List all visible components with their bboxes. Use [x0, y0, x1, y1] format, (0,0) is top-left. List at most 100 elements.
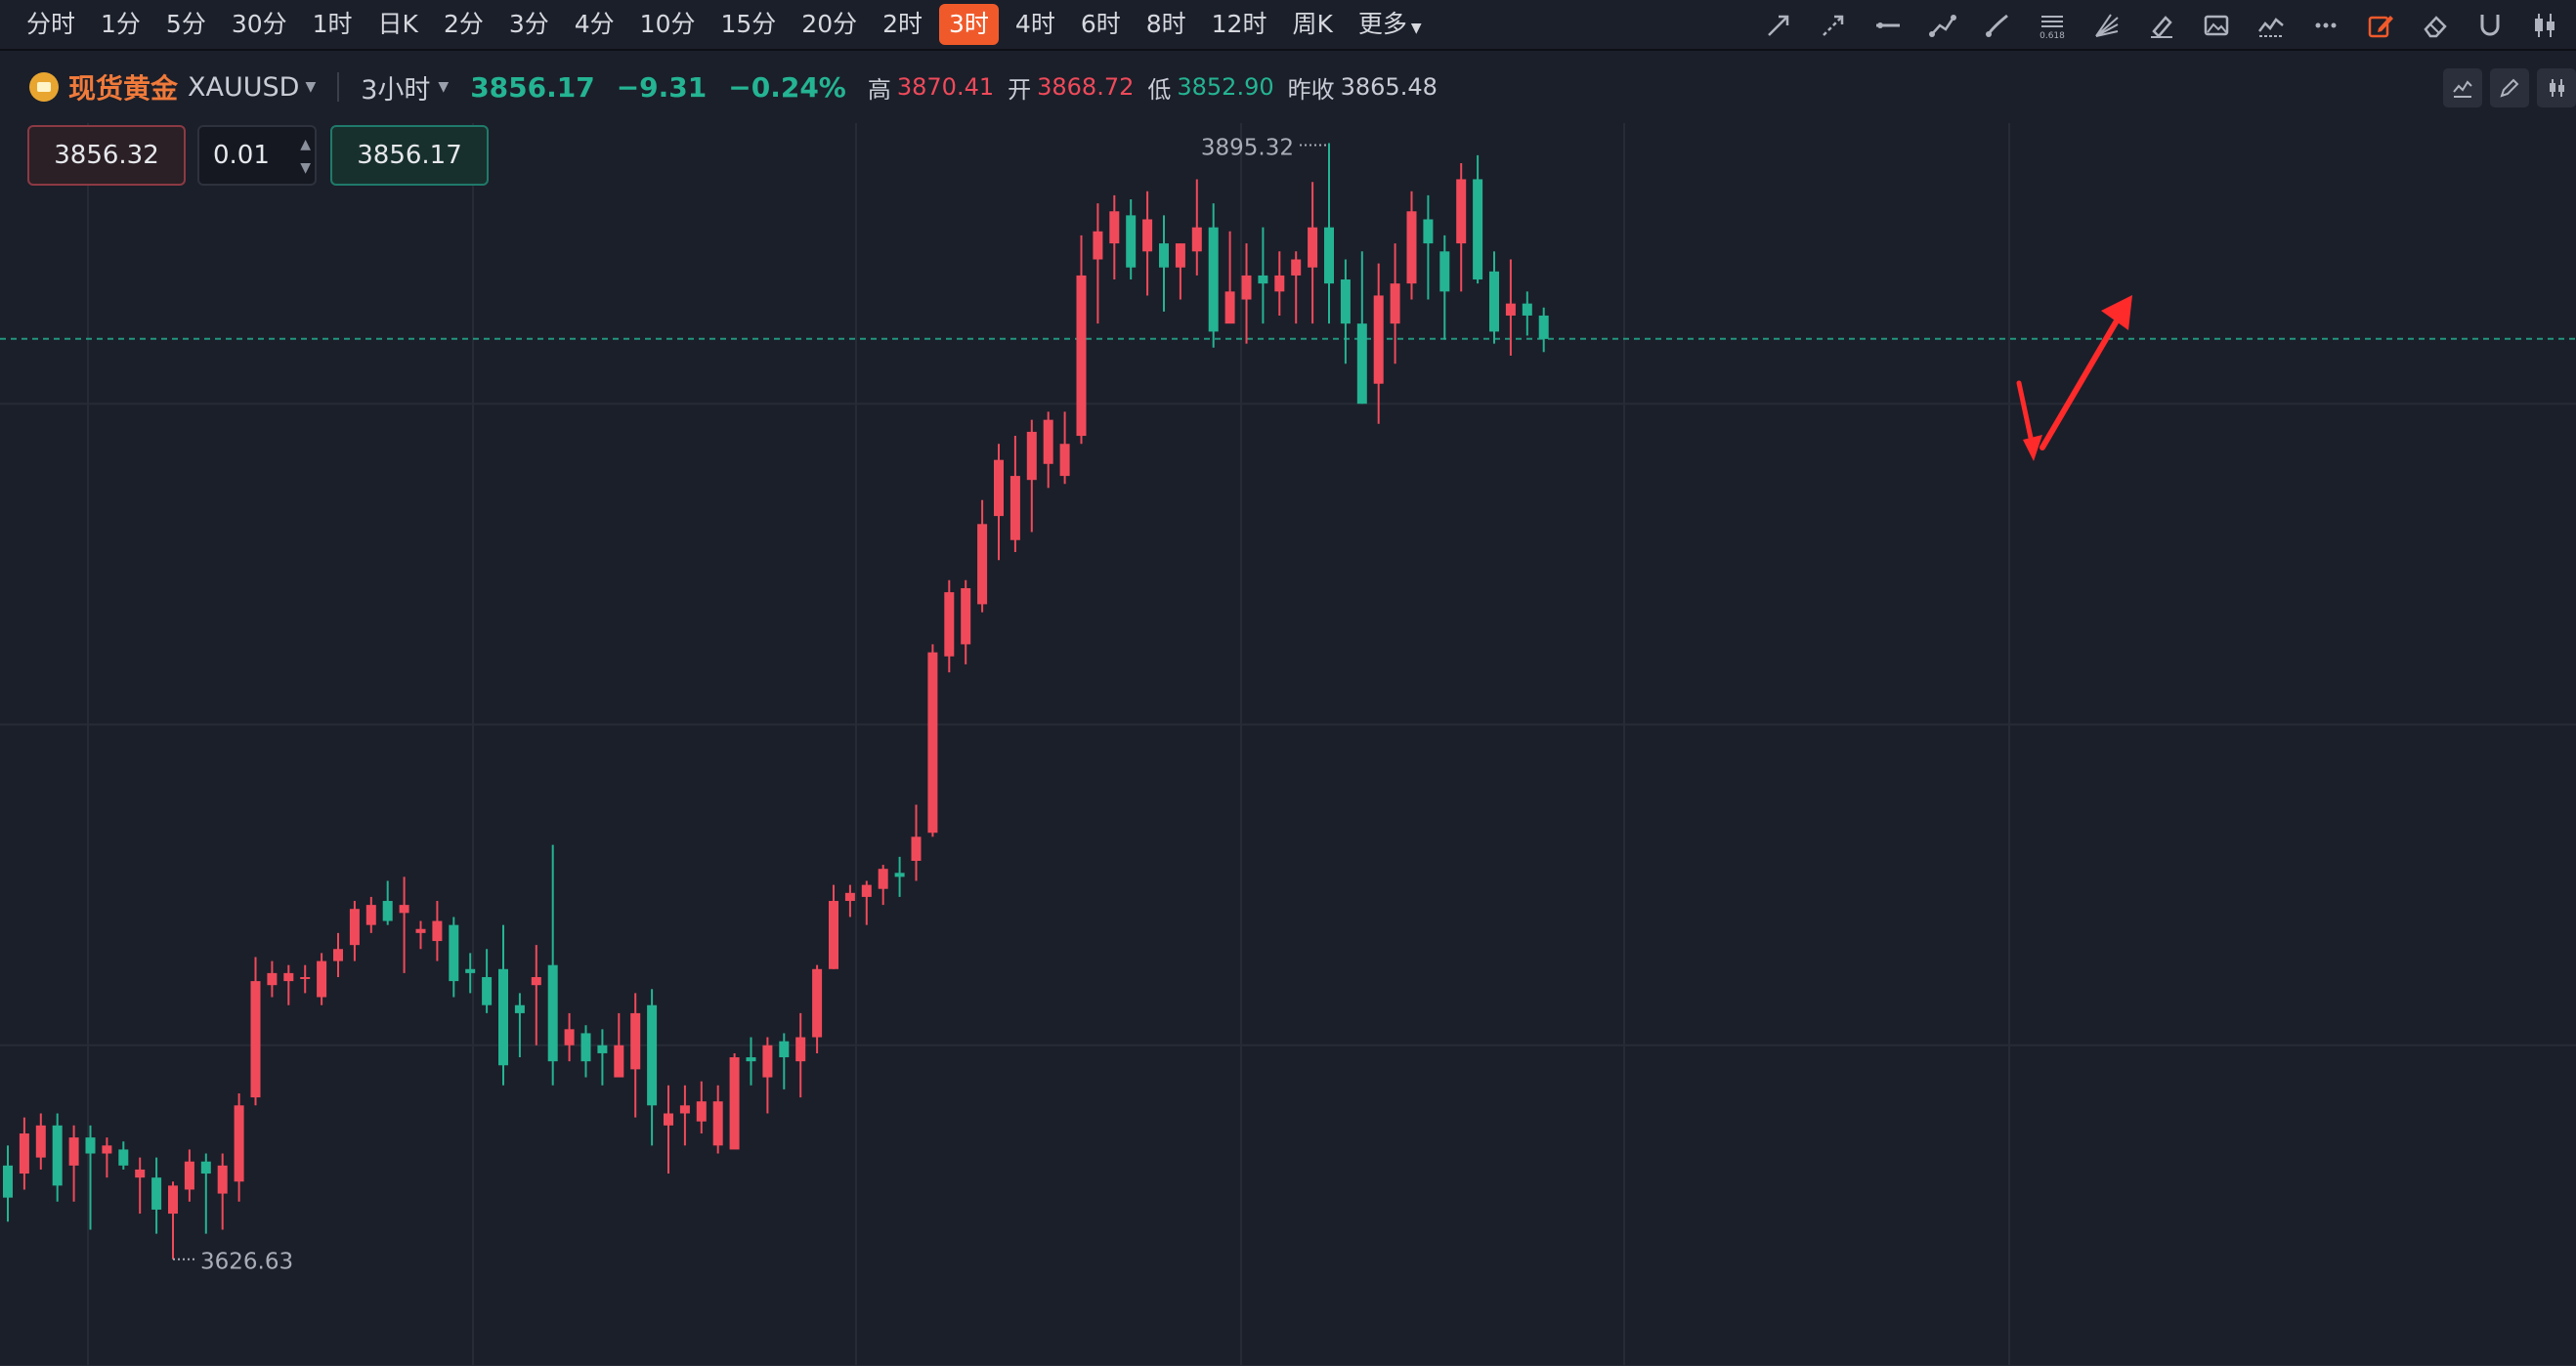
candle-body [961, 587, 971, 645]
candle [762, 1037, 773, 1114]
candle [994, 444, 1004, 561]
up-arrow-head [2101, 295, 2132, 330]
chevron-down-icon[interactable]: ▼ [300, 160, 311, 176]
candle-style-button[interactable] [2537, 68, 2576, 107]
interval-tab[interactable]: 3分 [496, 4, 562, 45]
fan-tool[interactable] [2080, 0, 2134, 51]
candle [1191, 179, 1202, 276]
pencil-icon [2500, 78, 2519, 98]
image-tool[interactable] [2189, 0, 2244, 51]
interval-tab[interactable]: 30分 [219, 4, 300, 45]
candle [1340, 259, 1351, 364]
edit-icon [2368, 16, 2393, 38]
candle-body [1390, 283, 1400, 324]
fibonacci-tool[interactable]: 0.618 [2025, 0, 2080, 51]
brush-tool[interactable] [1970, 0, 2025, 51]
wave-icon [2258, 18, 2284, 37]
interval-tab[interactable]: 3时 [939, 4, 999, 45]
interval-tab[interactable]: 12时 [1199, 4, 1280, 45]
candle [944, 579, 955, 673]
interval-tab[interactable]: 4分 [562, 4, 627, 45]
indicator-button[interactable] [2443, 68, 2482, 107]
magnet-icon [2480, 15, 2500, 36]
chart-grid [0, 123, 2576, 1366]
interval-tab[interactable]: 20分 [789, 4, 870, 45]
candle [382, 880, 393, 925]
candle [1076, 235, 1087, 445]
wave-tool[interactable] [2244, 0, 2298, 51]
interval-label: 4时 [1014, 10, 1055, 38]
buy-price-button[interactable]: 3856.17 [330, 125, 489, 186]
candle [118, 1141, 129, 1170]
interval-tab[interactable]: 2时 [870, 4, 935, 45]
symbol-code[interactable]: XAUUSD [188, 71, 300, 103]
edit-tool[interactable] [2353, 0, 2408, 51]
interval-tab[interactable]: 5分 [153, 4, 219, 45]
candle-type-icon [2535, 14, 2555, 37]
candle-body [415, 928, 426, 933]
highlighter-tool[interactable] [2134, 0, 2189, 51]
candle [19, 1117, 29, 1190]
eraser-tool[interactable] [2408, 0, 2463, 51]
interval-tab[interactable]: 1时 [300, 4, 365, 45]
symbol-dropdown-icon[interactable]: ▼ [305, 79, 317, 95]
stepper-arrows[interactable]: ▲ ▼ [300, 133, 311, 180]
interval-tab[interactable]: 8时 [1134, 4, 1199, 45]
symbol-name[interactable]: 现货黄金 [68, 72, 179, 105]
arrow-line-tool[interactable] [1751, 0, 1806, 51]
candle [1043, 411, 1053, 489]
candle [580, 1025, 591, 1078]
candle-body [1423, 219, 1434, 244]
candle-body [977, 524, 988, 605]
chevron-up-icon[interactable]: ▲ [300, 137, 311, 152]
candle [1439, 235, 1450, 340]
candle-body [35, 1125, 46, 1158]
polyline-tool[interactable] [1915, 0, 1970, 51]
quantity-value[interactable]: 0.01 [213, 141, 270, 170]
quantity-stepper[interactable]: 0.01 ▲ ▼ [197, 125, 317, 186]
interval-tab[interactable]: 10分 [627, 4, 708, 45]
candle [878, 865, 888, 906]
gold-icon [29, 72, 59, 102]
candle [399, 876, 409, 973]
candle-body [1324, 227, 1334, 284]
more-dots-icon [2315, 22, 2337, 28]
more-dots-tool[interactable] [2298, 0, 2353, 51]
interval-tab[interactable]: 1分 [88, 4, 153, 45]
candle-body [85, 1137, 96, 1154]
symbol-info-row: 现货黄金 XAUUSD ▼ 3小时 ▼ 3856.17 −9.31 −0.24%… [0, 53, 2576, 121]
interval-tab[interactable]: 分时 [14, 4, 88, 45]
candle [961, 579, 971, 664]
interval-tab[interactable]: 4时 [1003, 4, 1068, 45]
interval-label: 更多 [1357, 10, 1407, 38]
dashed-arrow-tool[interactable] [1806, 0, 1861, 51]
edit-chart-button[interactable] [2490, 68, 2529, 107]
candle-body [333, 949, 343, 961]
polyline-icon [1929, 15, 1956, 37]
candle-body [878, 869, 888, 889]
candle [1175, 243, 1185, 300]
candle [1241, 243, 1252, 344]
candle-type-tool[interactable] [2517, 0, 2572, 51]
interval-tab[interactable]: 2分 [431, 4, 496, 45]
sell-price-button[interactable]: 3856.32 [27, 125, 186, 186]
extreme-labels: 3895.32 3626.63 [173, 136, 1329, 1275]
interval-tab[interactable]: 日K [365, 4, 431, 45]
candle [250, 957, 261, 1106]
candle [746, 1037, 756, 1086]
candle-body [1340, 279, 1351, 324]
period-dropdown-icon[interactable]: ▼ [438, 79, 450, 95]
interval-tab[interactable]: 周K [1279, 4, 1345, 45]
candle [68, 1125, 79, 1202]
magnet-tool[interactable] [2463, 0, 2517, 51]
candle [1373, 263, 1384, 424]
interval-tab[interactable]: 更多 ▼ [1346, 4, 1435, 45]
horizontal-line-tool[interactable] [1861, 0, 1915, 51]
candle-body [1126, 215, 1137, 268]
period-select[interactable]: 3小时 [361, 74, 431, 106]
candle-body [52, 1125, 63, 1186]
interval-tab[interactable]: 6时 [1068, 4, 1134, 45]
candle-body [844, 892, 855, 902]
interval-tab[interactable]: 15分 [708, 4, 789, 45]
